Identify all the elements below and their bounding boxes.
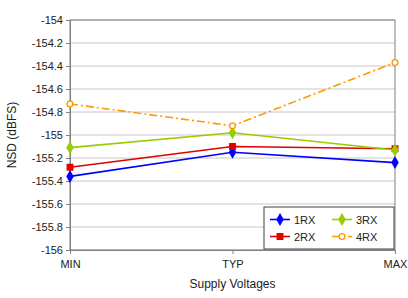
x-axis: MIN TYP MAX bbox=[60, 250, 408, 270]
x-tick: TYP bbox=[222, 250, 243, 270]
grid-line bbox=[70, 112, 395, 113]
x-tick-mark bbox=[233, 250, 234, 254]
series-marker bbox=[392, 145, 398, 155]
x-tick: MAX bbox=[384, 250, 408, 270]
grid-line bbox=[70, 43, 395, 44]
grid-line bbox=[70, 204, 395, 205]
legend-marker bbox=[277, 234, 282, 239]
chart: -156 -155.8 -155.6 -155.4 -155.2 -155 -154.8 -1… bbox=[0, 0, 408, 298]
y-tick: -155.8 bbox=[32, 221, 70, 233]
x-tick-mark bbox=[70, 250, 71, 254]
y-tick: -154.4 bbox=[32, 60, 70, 72]
series-marker bbox=[67, 164, 72, 169]
x-tick-mark bbox=[395, 250, 396, 254]
plot-frame bbox=[70, 20, 395, 250]
y-tick-mark bbox=[66, 89, 70, 90]
x-axis-title: Supply Voltages bbox=[189, 277, 275, 291]
y-tick-label: -154.4 bbox=[32, 60, 63, 72]
legend: 1RX 2RX 3RX 4RX bbox=[264, 207, 394, 249]
y-tick: -155.2 bbox=[32, 152, 70, 164]
legend-marker bbox=[339, 214, 345, 224]
y-tick: -155.4 bbox=[32, 175, 70, 187]
series-group bbox=[67, 60, 398, 182]
legend-entry: 2RX bbox=[270, 231, 316, 243]
y-axis-line bbox=[70, 21, 71, 251]
y-tick: -154 bbox=[41, 14, 70, 26]
legend-label: 3RX bbox=[356, 214, 378, 226]
legend-label: 4RX bbox=[356, 231, 378, 243]
series-marker bbox=[392, 158, 398, 168]
y-tick-mark bbox=[66, 250, 70, 251]
x-tick: MIN bbox=[60, 250, 80, 270]
series-marker bbox=[230, 144, 235, 149]
legend-marker bbox=[277, 214, 283, 224]
y-tick-mark bbox=[66, 66, 70, 67]
y-tick-label: -154.2 bbox=[32, 37, 63, 49]
plot: -156 -155.8 -155.6 -155.4 -155.2 -155 -154.8 -1… bbox=[32, 14, 408, 270]
legend-entry: 3RX bbox=[332, 214, 378, 226]
y-tick-label: -155.4 bbox=[32, 175, 63, 187]
y-tick: -155.6 bbox=[32, 198, 70, 210]
series-marker bbox=[67, 143, 73, 153]
grid bbox=[70, 20, 395, 250]
y-tick: -154.6 bbox=[32, 83, 70, 95]
y-tick: -156 bbox=[41, 244, 70, 256]
y-tick-mark bbox=[66, 112, 70, 113]
y-tick-label: -154.6 bbox=[32, 83, 63, 95]
series-marker bbox=[392, 60, 398, 66]
y-tick-label: -154.8 bbox=[32, 106, 63, 118]
series-marker bbox=[67, 171, 73, 181]
y-tick-label: -155.8 bbox=[32, 221, 63, 233]
x-tick-label: TYP bbox=[222, 258, 243, 270]
y-tick: -155 bbox=[41, 129, 70, 141]
grid-line bbox=[70, 181, 395, 182]
legend-label: 1RX bbox=[294, 214, 316, 226]
y-tick-label: -154 bbox=[41, 14, 63, 26]
grid-line bbox=[70, 66, 395, 67]
legend-entry: 4RX bbox=[332, 231, 378, 243]
x-tick-label: MAX bbox=[384, 258, 408, 270]
series-marker bbox=[230, 123, 236, 129]
y-tick-mark bbox=[66, 43, 70, 44]
y-tick-mark bbox=[66, 227, 70, 228]
y-tick-mark bbox=[66, 158, 70, 159]
y-tick-mark bbox=[66, 204, 70, 205]
y-tick: -154.8 bbox=[32, 106, 70, 118]
legend-label: 2RX bbox=[294, 231, 316, 243]
x-tick-label: MIN bbox=[60, 258, 80, 270]
y-axis-title: NSD (dBFS) bbox=[5, 102, 19, 169]
y-tick: -154.2 bbox=[32, 37, 70, 49]
series-marker bbox=[67, 101, 73, 107]
y-tick-label: -155 bbox=[41, 129, 63, 141]
y-axis: -156 -155.8 -155.6 -155.4 -155.2 -155 -154.8 -1… bbox=[32, 14, 71, 256]
legend-entry: 1RX bbox=[270, 214, 316, 226]
y-tick-mark bbox=[66, 135, 70, 136]
y-tick-mark bbox=[66, 20, 70, 21]
legend-marker bbox=[339, 234, 345, 240]
y-tick-label: -155.6 bbox=[32, 198, 63, 210]
legend-box bbox=[264, 207, 394, 249]
y-tick-label: -155.2 bbox=[32, 152, 63, 164]
series-line bbox=[70, 63, 395, 126]
y-tick-label: -156 bbox=[41, 244, 63, 256]
grid-line bbox=[70, 89, 395, 90]
